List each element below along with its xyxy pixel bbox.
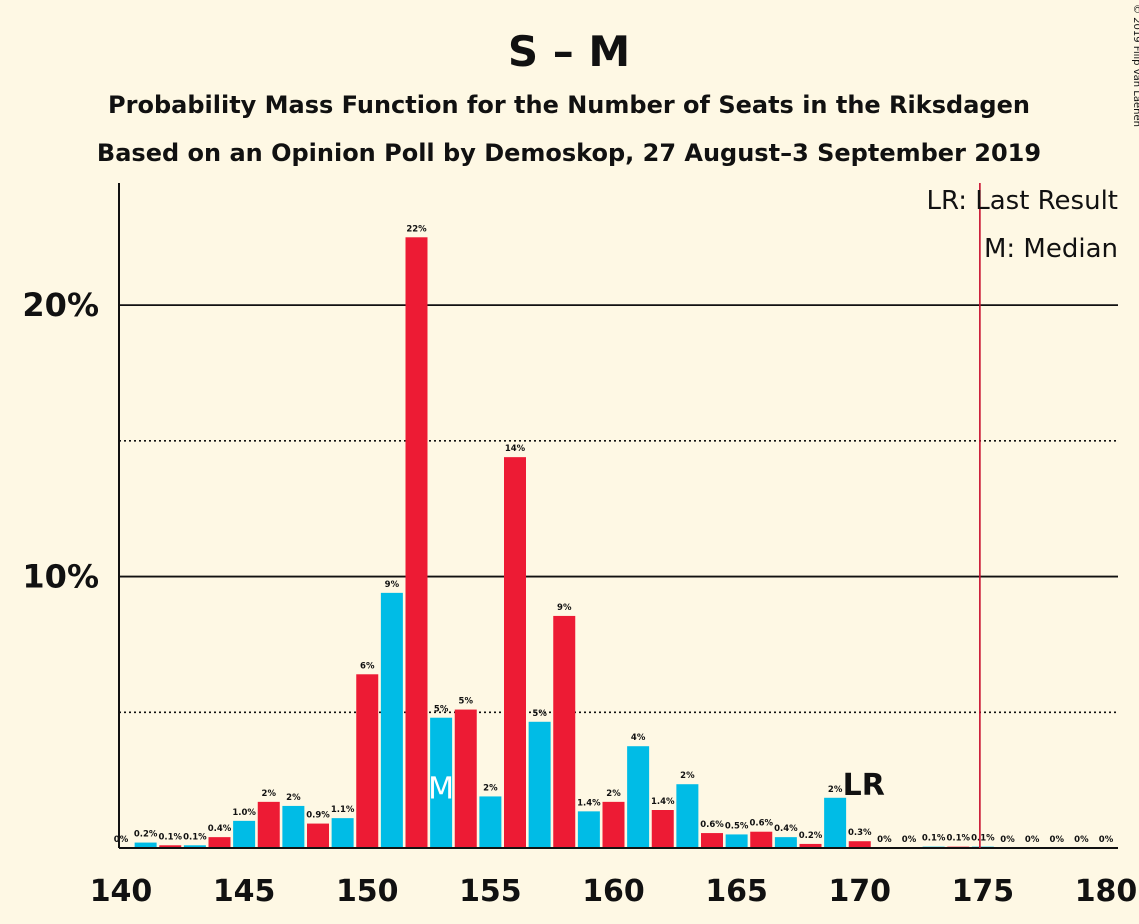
legend-median: M: Median: [984, 234, 1118, 264]
bar-seat-142: [159, 845, 182, 848]
copyright-note: © 2019 Filip van Laenen: [1131, 4, 1139, 127]
bar-label-158: 9%: [557, 603, 572, 613]
bar-label-147: 2%: [286, 793, 301, 803]
bar-label-163: 2%: [680, 771, 695, 781]
y-tick-label-10: 10%: [22, 558, 99, 596]
x-tick-label-150: 150: [336, 874, 399, 909]
x-tick-label-170: 170: [828, 874, 891, 909]
bar-label-142: 0.1%: [158, 832, 182, 842]
bar-seat-149: [331, 818, 354, 848]
bar-label-159: 1.4%: [577, 798, 601, 808]
x-tick-label-145: 145: [213, 874, 276, 909]
bars: [134, 237, 994, 849]
bar-label-141: 0.2%: [134, 830, 158, 840]
bar-label-165: 0.5%: [725, 821, 749, 831]
bar-label-167: 0.4%: [774, 824, 798, 834]
markers: M LR: [428, 183, 981, 848]
bar-seat-143: [183, 845, 206, 848]
bar-seat-169: [824, 797, 847, 848]
x-tick-label-140: 140: [90, 874, 153, 909]
bar-label-156: 14%: [505, 444, 526, 454]
x-tick-label-180: 180: [1075, 874, 1138, 909]
bar-label-168: 0.2%: [799, 831, 823, 841]
bar-seat-166: [750, 831, 773, 848]
bar-seat-162: [651, 810, 674, 848]
bar-seat-158: [553, 615, 576, 848]
bar-seat-146: [257, 801, 280, 848]
bar-label-145: 1.0%: [232, 808, 256, 818]
bar-label-175: 0.1%: [971, 834, 995, 844]
x-tick-label-160: 160: [582, 874, 645, 909]
bar-seat-151: [380, 592, 403, 848]
bar-label-174: 0.1%: [946, 834, 970, 844]
bar-label-161: 4%: [631, 733, 646, 743]
median-marker: M: [428, 771, 454, 806]
bar-label-144: 0.4%: [208, 824, 232, 834]
bar-label-177: 0%: [1025, 835, 1040, 845]
bar-seat-160: [602, 801, 625, 848]
bar-label-164: 0.6%: [700, 820, 724, 830]
bar-label-180: 0%: [1099, 835, 1114, 845]
bar-label-176: 0%: [1000, 835, 1015, 845]
bar-label-170: 0.3%: [848, 828, 872, 838]
bar-seat-164: [701, 833, 723, 848]
bar-label-155: 2%: [483, 783, 498, 793]
bar-seat-157: [528, 721, 551, 848]
last-result-marker: LR: [843, 768, 885, 803]
bar-seat-155: [479, 796, 502, 848]
gridlines: [119, 304, 1118, 714]
bar-seat-145: [233, 820, 256, 848]
bar-label-146: 2%: [262, 789, 277, 799]
bar-label-169: 2%: [828, 785, 843, 795]
chart-subtitle-1: Probability Mass Function for the Number…: [108, 91, 1030, 119]
bar-label-154: 5%: [459, 697, 474, 707]
bar-seat-154: [454, 709, 477, 848]
bar-label-166: 0.6%: [749, 819, 773, 829]
bar-label-178: 0%: [1050, 835, 1065, 845]
bar-seat-165: [725, 834, 748, 848]
bar-label-140: 0%: [114, 835, 129, 845]
bar-seat-168: [799, 843, 822, 848]
bar-seat-144: [208, 837, 231, 848]
axes: 140 145 150 155 160 165 170 175 180 10% 20%: [22, 183, 1137, 909]
bar-seat-150: [356, 674, 379, 848]
bar-label-153: 5%: [434, 705, 449, 715]
bar-seat-153: [430, 717, 453, 848]
bar-label-143: 0.1%: [183, 832, 207, 842]
bar-seat-161: [627, 746, 650, 848]
bar-label-148: 0.9%: [306, 811, 330, 821]
bar-seat-141: [134, 842, 157, 848]
x-tick-label-165: 165: [705, 874, 768, 909]
bar-seat-152: [405, 237, 428, 849]
bar-label-150: 6%: [360, 661, 375, 671]
chart-subtitle-2: Based on an Opinion Poll by Demoskop, 27…: [97, 139, 1041, 167]
bar-label-179: 0%: [1074, 835, 1089, 845]
legend-last-result: LR: Last Result: [926, 186, 1118, 216]
x-tick-label-155: 155: [459, 874, 522, 909]
bar-label-157: 5%: [532, 709, 547, 719]
bar-seat-148: [307, 823, 329, 848]
y-tick-label-20: 20%: [22, 286, 99, 324]
bar-seat-156: [504, 457, 526, 848]
bar-label-152: 22%: [406, 224, 427, 234]
bar-labels: 0%0.2% 0.1% 0.1%0.4%1.0%2% 2%0.9%1.1%6%9%22…: [114, 224, 1114, 845]
bar-seat-147: [282, 805, 305, 848]
bar-label-149: 1.1%: [331, 805, 355, 815]
x-tick-label-175: 175: [952, 874, 1015, 909]
bar-seat-170: [848, 841, 871, 848]
bar-label-171: 0%: [877, 835, 892, 845]
bar-label-151: 9%: [385, 580, 400, 590]
bar-label-162: 1.4%: [651, 797, 675, 807]
bar-seat-167: [774, 837, 797, 848]
chart-title: S – M: [508, 27, 630, 76]
bar-label-172: 0%: [902, 835, 917, 845]
bar-seat-159: [577, 811, 600, 848]
bar-label-173: 0.1%: [922, 834, 946, 844]
bar-label-160: 2%: [606, 789, 621, 799]
bar-seat-163: [676, 784, 699, 848]
